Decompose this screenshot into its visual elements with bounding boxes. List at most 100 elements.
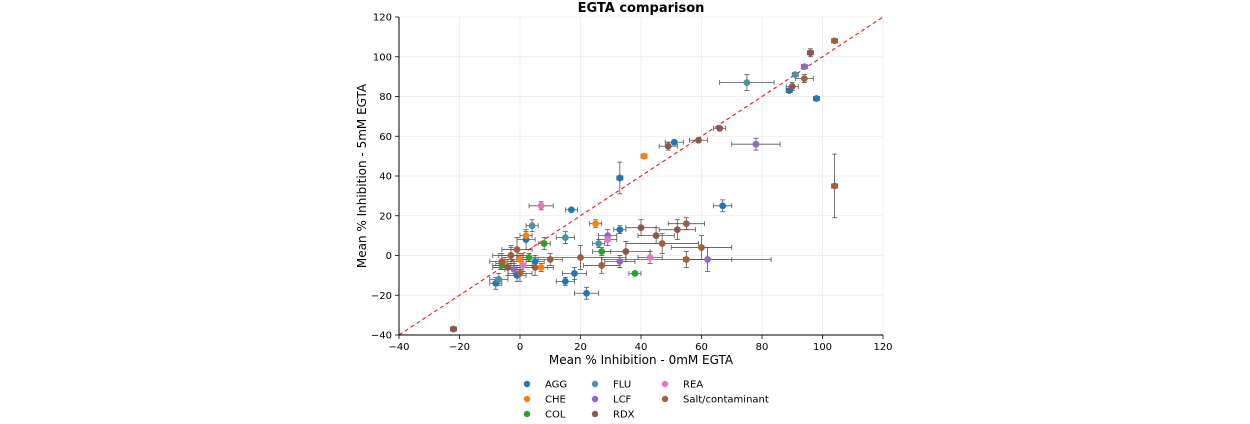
- data-point-col: [631, 269, 639, 277]
- data-point-flu: [743, 79, 751, 86]
- data-point-rdx: [673, 226, 681, 234]
- data-point-agg: [531, 258, 539, 265]
- data-point-rdx: [664, 142, 672, 150]
- legend-marker: [591, 380, 599, 388]
- data-point-salt-contaminant: [546, 256, 554, 263]
- chart-title: EGTA comparison: [578, 1, 705, 16]
- data-point-agg: [583, 289, 590, 297]
- data-point-rdx: [652, 232, 660, 240]
- legend-label: FLU: [613, 380, 631, 391]
- data-point-agg: [616, 226, 624, 234]
- legend-marker: [591, 410, 599, 418]
- point-layer: [450, 37, 838, 333]
- data-point-agg: [561, 277, 569, 285]
- legend-item-col: COL: [523, 410, 566, 421]
- legend-item-che: CHE: [523, 395, 566, 406]
- legend-marker: [661, 380, 669, 388]
- data-point-salt-contaminant: [682, 256, 690, 263]
- data-point-rea: [604, 236, 612, 244]
- identity-reference-line: [398, 16, 884, 336]
- data-point-agg: [813, 95, 820, 102]
- data-point-rdx: [807, 49, 814, 57]
- data-point-agg: [616, 174, 624, 182]
- legend-item-rea: REA: [661, 380, 703, 391]
- y-tick-label: −20: [371, 291, 392, 302]
- data-point-lcf: [616, 258, 624, 265]
- legend-label: RDX: [613, 410, 635, 421]
- legend-marker: [523, 380, 531, 388]
- y-tick-label: 20: [379, 211, 392, 222]
- data-point-rdx: [716, 124, 724, 132]
- data-point-salt-contaminant: [658, 240, 666, 247]
- y-tick-label: 0: [386, 251, 392, 262]
- data-point-salt-contaminant: [513, 246, 521, 253]
- data-point-salt-contaminant: [698, 244, 705, 251]
- legend-label: COL: [545, 410, 566, 421]
- legend-marker: [523, 410, 531, 418]
- x-tick-label: 80: [756, 342, 769, 353]
- data-point-salt-contaminant: [531, 264, 539, 271]
- data-point-col: [525, 254, 533, 261]
- data-point-salt-contaminant: [498, 258, 506, 265]
- axes-layer: −40 −20 0 20 40 60 80 100 120 −40 −20 0 20 40 60 80 100 1…: [371, 13, 893, 354]
- y-tick-label: 80: [379, 92, 392, 103]
- data-point-flu: [495, 275, 503, 283]
- data-point-lcf: [800, 63, 808, 71]
- data-point-che: [537, 264, 545, 271]
- data-point-lcf: [704, 256, 711, 263]
- data-point-lcf: [510, 266, 518, 273]
- x-tick-label: 100: [813, 342, 832, 353]
- data-point-salt-contaminant: [516, 269, 524, 277]
- y-tick-label: 60: [379, 132, 392, 143]
- data-point-che: [640, 152, 648, 160]
- data-point-rdx: [622, 248, 630, 255]
- legend-label: AGG: [545, 380, 567, 391]
- y-tick-label: 120: [373, 13, 392, 24]
- legend-marker: [523, 395, 531, 403]
- y-tick-label: 100: [373, 52, 392, 63]
- data-point-rdx: [450, 325, 457, 333]
- data-point-agg: [568, 206, 575, 214]
- legend: AGG CHE COL FLU LCF RDX REA Salt/contaminant: [523, 380, 769, 421]
- x-tick-label: 40: [635, 342, 648, 353]
- y-tick-label: −40: [371, 331, 392, 342]
- data-point-rea: [646, 254, 654, 261]
- legend-item-lcf: LCF: [591, 395, 632, 406]
- data-point-agg: [670, 138, 678, 146]
- errorbar-layer: [450, 38, 839, 332]
- data-point-salt-contaminant: [507, 252, 515, 259]
- x-tick-label: 20: [574, 342, 587, 353]
- data-point-agg: [571, 269, 578, 277]
- legend-label: LCF: [613, 395, 632, 406]
- data-point-salt-contaminant: [598, 262, 606, 269]
- data-point-col: [598, 248, 606, 255]
- data-point-col: [540, 240, 548, 247]
- x-tick-label: −20: [449, 342, 470, 353]
- data-point-flu: [791, 71, 799, 79]
- data-point-che: [516, 256, 524, 263]
- data-point-che: [592, 220, 600, 228]
- data-point-rea: [537, 202, 545, 210]
- data-point-agg: [719, 202, 727, 210]
- data-point-che: [522, 232, 530, 240]
- legend-label: Salt/contaminant: [683, 395, 769, 406]
- y-axis-label: Mean % Inhibition - 5mM EGTA: [355, 83, 369, 268]
- data-point-salt-contaminant: [800, 75, 808, 83]
- legend-label: REA: [683, 380, 703, 391]
- errorbar-rea: [637, 251, 663, 264]
- x-tick-label: 120: [873, 342, 892, 353]
- reference-line-layer: [398, 16, 884, 336]
- y-tick-label: 40: [379, 172, 392, 183]
- data-point-rea: [519, 262, 527, 269]
- x-tick-label: −40: [388, 342, 409, 353]
- data-point-rdx: [504, 264, 512, 271]
- legend-marker: [661, 395, 669, 403]
- x-axis-label: Mean % Inhibition - 0mM EGTA: [549, 353, 734, 367]
- legend-item-salt-contaminant: Salt/contaminant: [661, 395, 769, 406]
- data-point-flu: [561, 234, 569, 242]
- data-point-salt-contaminant: [831, 182, 838, 190]
- legend-item-rdx: RDX: [591, 410, 635, 421]
- x-tick-label: 60: [695, 342, 708, 353]
